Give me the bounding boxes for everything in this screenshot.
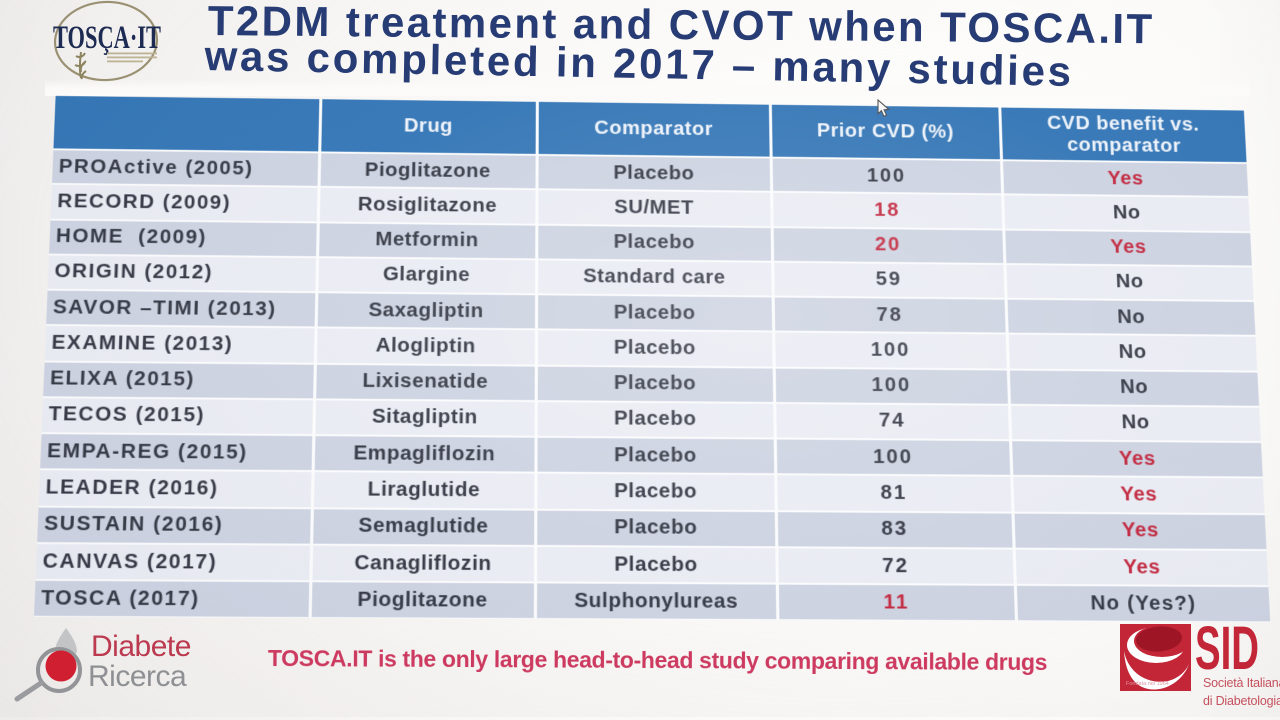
svg-text:Società Italiana: Società Italiana	[1203, 676, 1280, 690]
svg-text:di Diabetologia: di Diabetologia	[1203, 694, 1280, 708]
svg-text:SID: SID	[1195, 621, 1259, 682]
svg-text:Ricerca: Ricerca	[88, 660, 187, 693]
svg-text:TOSÇA·IT: TOSÇA·IT	[53, 20, 161, 56]
svg-text:Fondata nel 1964: Fondata nel 1964	[1126, 681, 1169, 687]
svg-text:Diabete: Diabete	[91, 630, 191, 663]
